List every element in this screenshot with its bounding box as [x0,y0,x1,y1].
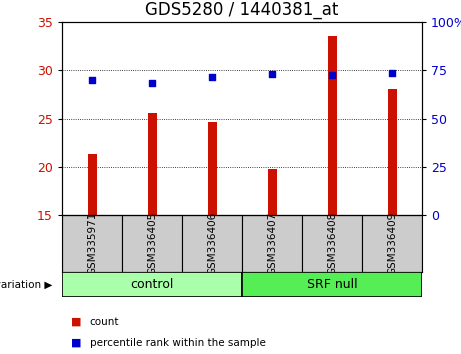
Bar [88,154,96,215]
Bar [388,88,396,215]
Bar [302,215,362,272]
Point [89,77,96,83]
Text: ■: ■ [71,338,82,348]
Text: ■: ■ [71,317,82,327]
Point [388,70,396,76]
Bar [267,169,277,215]
Bar [122,215,182,272]
Bar [242,215,302,272]
Text: GSM336409: GSM336409 [387,212,397,275]
Text: percentile rank within the sample: percentile rank within the sample [89,338,266,348]
Text: GSM336405: GSM336405 [147,212,157,275]
Bar [242,272,422,297]
Text: SRF null: SRF null [307,278,357,291]
Bar [207,122,217,215]
Bar [327,36,337,215]
Bar [182,215,242,272]
Bar [62,272,242,297]
Point [148,80,156,86]
Bar [362,215,422,272]
Point [268,71,276,77]
Title: GDS5280 / 1440381_at: GDS5280 / 1440381_at [145,1,339,19]
Point [328,72,336,78]
Bar [62,215,122,272]
Point [208,74,216,80]
Text: GSM336407: GSM336407 [267,212,277,275]
Text: GSM335971: GSM335971 [87,212,97,275]
Text: control: control [130,278,174,291]
Text: GSM336408: GSM336408 [327,212,337,275]
Text: count: count [89,317,119,327]
Text: genotype/variation ▶: genotype/variation ▶ [0,280,53,290]
Text: GSM336406: GSM336406 [207,212,217,275]
Bar [148,113,156,215]
